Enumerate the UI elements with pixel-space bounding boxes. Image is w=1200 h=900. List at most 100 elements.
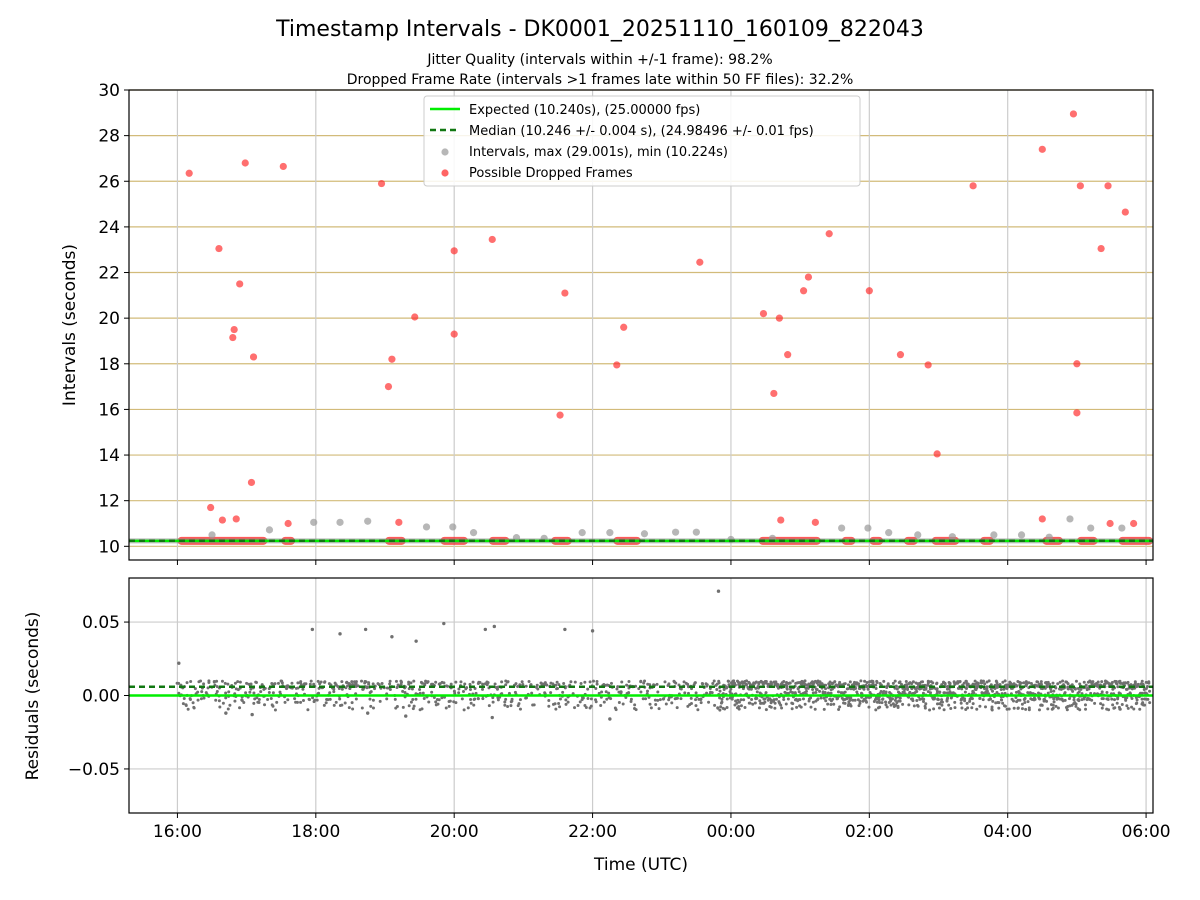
residual-point bbox=[371, 698, 375, 702]
interval-point bbox=[914, 531, 922, 539]
residual-point bbox=[838, 705, 842, 709]
dropped-frame-point bbox=[411, 313, 419, 321]
residual-point bbox=[1140, 697, 1144, 701]
residual-point bbox=[524, 696, 528, 700]
residual-point bbox=[463, 682, 467, 686]
residual-point bbox=[981, 698, 985, 702]
residual-point bbox=[304, 682, 308, 686]
dropped-frame-point bbox=[1121, 208, 1129, 216]
residual-point bbox=[983, 705, 987, 709]
residual-point bbox=[430, 690, 434, 694]
top-y-tick-label: 30 bbox=[98, 81, 120, 101]
residual-point bbox=[682, 680, 686, 684]
residual-point bbox=[1100, 690, 1104, 694]
residual-point bbox=[269, 696, 273, 700]
residual-point bbox=[727, 679, 731, 683]
dropped-frame-point bbox=[933, 450, 941, 458]
residual-point bbox=[504, 697, 508, 701]
residual-point bbox=[412, 704, 416, 708]
residual-point bbox=[1049, 690, 1053, 694]
dropped-frame-point bbox=[865, 287, 873, 295]
dropped-frame-point bbox=[825, 230, 833, 238]
residual-point bbox=[849, 704, 853, 708]
residual-point bbox=[1063, 698, 1067, 702]
residual-point bbox=[1074, 702, 1078, 706]
residual-point bbox=[553, 702, 557, 706]
residual-point bbox=[407, 704, 411, 708]
residual-point bbox=[784, 702, 788, 706]
residual-point bbox=[217, 699, 221, 703]
x-tick-label: 16:00 bbox=[153, 822, 202, 842]
residual-point bbox=[215, 679, 219, 683]
residual-point bbox=[471, 680, 475, 684]
residual-point bbox=[1051, 681, 1055, 685]
residual-point bbox=[927, 680, 931, 684]
residual-point bbox=[257, 701, 261, 705]
residual-point bbox=[674, 696, 678, 700]
intervals-panel: 10 12 14 16 18 20 22 24 26 28 30 bbox=[98, 81, 1154, 565]
dropped-frame-point bbox=[450, 330, 458, 338]
residual-point bbox=[1130, 687, 1134, 691]
residual-point bbox=[1015, 684, 1019, 688]
dropped-frame-point bbox=[488, 235, 496, 244]
residual-point bbox=[751, 702, 755, 706]
residual-point bbox=[276, 681, 280, 685]
residual-point bbox=[725, 705, 729, 709]
residual-point bbox=[340, 703, 344, 707]
residual-point bbox=[311, 696, 315, 700]
residual-point bbox=[1027, 706, 1031, 710]
residual-point bbox=[858, 701, 862, 705]
residual-point bbox=[544, 683, 548, 687]
residual-point bbox=[224, 696, 228, 700]
residual-point bbox=[594, 700, 598, 704]
residual-point bbox=[578, 700, 582, 704]
residual-point bbox=[418, 688, 422, 692]
residual-point bbox=[975, 707, 979, 711]
residual-point bbox=[506, 705, 510, 709]
residual-point bbox=[259, 690, 263, 694]
residual-point bbox=[558, 697, 562, 701]
residual-point bbox=[1091, 680, 1095, 684]
dropped-frame-point bbox=[229, 333, 237, 342]
residual-point bbox=[970, 706, 974, 710]
residual-point bbox=[184, 704, 188, 708]
residual-point bbox=[296, 681, 300, 685]
residual-point bbox=[995, 684, 999, 688]
residual-point bbox=[830, 682, 834, 686]
residual-point bbox=[816, 697, 820, 701]
residual-point bbox=[848, 680, 852, 684]
residual-point bbox=[837, 707, 841, 711]
residual-point bbox=[266, 697, 270, 701]
residual-point bbox=[836, 690, 840, 694]
chart-title: Timestamp Intervals - DK0001_20251110_16… bbox=[275, 17, 924, 42]
residual-point bbox=[942, 691, 946, 695]
residual-point bbox=[348, 682, 352, 686]
residual-point bbox=[364, 680, 368, 684]
residual-point bbox=[758, 699, 762, 703]
residual-point bbox=[346, 684, 350, 688]
residual-outlier-point bbox=[366, 711, 370, 715]
residual-point bbox=[394, 679, 398, 683]
residual-point bbox=[354, 682, 358, 686]
residual-point bbox=[948, 681, 952, 685]
residual-point bbox=[843, 701, 847, 705]
residual-point bbox=[896, 704, 900, 708]
residual-point bbox=[625, 683, 629, 687]
residual-point bbox=[425, 681, 429, 685]
residual-point bbox=[753, 701, 757, 705]
residual-point bbox=[881, 697, 885, 701]
residual-point bbox=[1096, 680, 1100, 684]
residual-point bbox=[1120, 703, 1124, 707]
residual-point bbox=[301, 699, 305, 703]
residual-point bbox=[521, 683, 525, 687]
residual-point bbox=[619, 691, 623, 695]
residual-point bbox=[973, 679, 977, 683]
residual-point bbox=[350, 680, 354, 684]
residual-point bbox=[248, 690, 252, 694]
residual-point bbox=[749, 687, 753, 691]
residual-point bbox=[1148, 689, 1152, 693]
residual-point bbox=[649, 706, 653, 710]
interval-point bbox=[1118, 524, 1126, 532]
residual-point bbox=[558, 705, 562, 709]
